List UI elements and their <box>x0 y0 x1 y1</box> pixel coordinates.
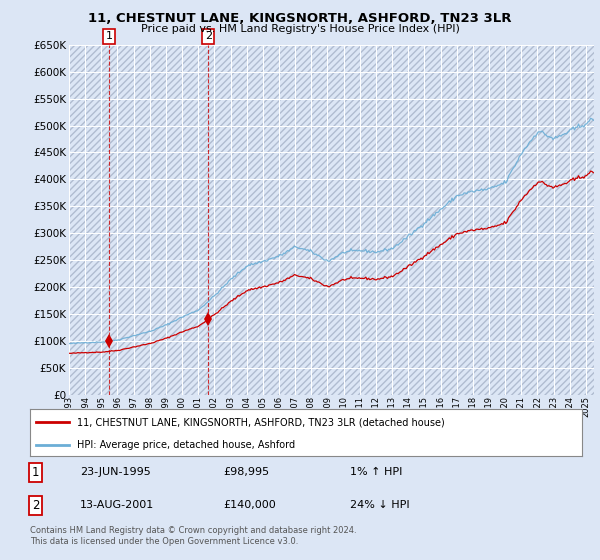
Text: 2: 2 <box>32 498 39 512</box>
Text: HPI: Average price, detached house, Ashford: HPI: Average price, detached house, Ashf… <box>77 440 295 450</box>
Text: 11, CHESTNUT LANE, KINGSNORTH, ASHFORD, TN23 3LR (detached house): 11, CHESTNUT LANE, KINGSNORTH, ASHFORD, … <box>77 417 445 427</box>
Text: 1: 1 <box>32 465 39 479</box>
Text: 24% ↓ HPI: 24% ↓ HPI <box>350 500 410 510</box>
Text: 23-JUN-1995: 23-JUN-1995 <box>80 467 151 477</box>
Text: 1: 1 <box>106 31 113 41</box>
Text: 1% ↑ HPI: 1% ↑ HPI <box>350 467 403 477</box>
Text: Contains HM Land Registry data © Crown copyright and database right 2024.
This d: Contains HM Land Registry data © Crown c… <box>30 526 356 546</box>
Text: 2: 2 <box>205 31 212 41</box>
Text: Price paid vs. HM Land Registry's House Price Index (HPI): Price paid vs. HM Land Registry's House … <box>140 24 460 34</box>
Text: 11, CHESTNUT LANE, KINGSNORTH, ASHFORD, TN23 3LR: 11, CHESTNUT LANE, KINGSNORTH, ASHFORD, … <box>88 12 512 25</box>
Text: £140,000: £140,000 <box>223 500 276 510</box>
Text: £98,995: £98,995 <box>223 467 269 477</box>
Text: 13-AUG-2001: 13-AUG-2001 <box>80 500 154 510</box>
